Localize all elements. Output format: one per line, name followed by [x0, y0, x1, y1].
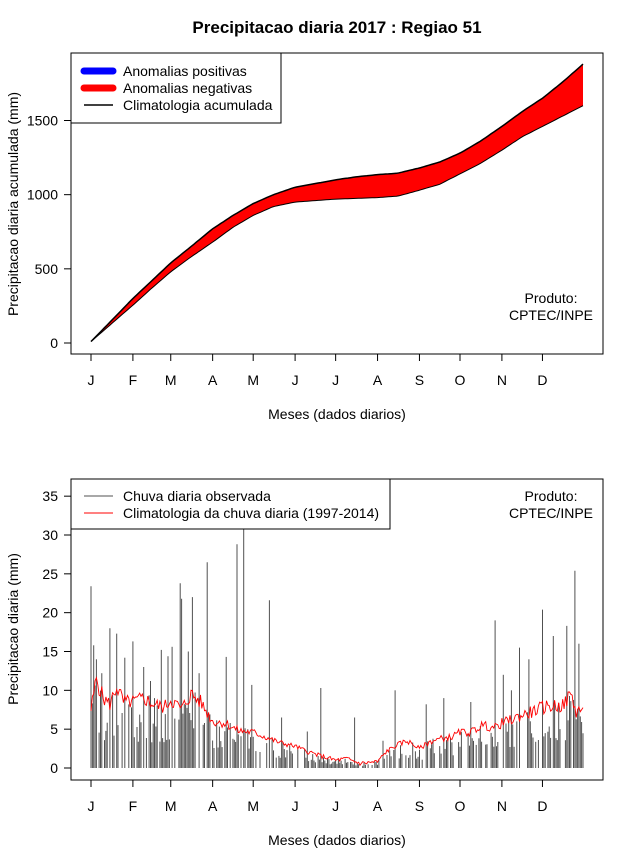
month-tick-label: F [129, 798, 138, 814]
daily-y-axis-label: Precipitacao diaria (mm) [5, 553, 21, 705]
cumulative-chart: 0 500 1000 1500 J F M A M J J A S O N D Precipitacao d… [5, 52, 604, 422]
month-tick-label: O [455, 372, 466, 388]
legend-label-observed: Chuva diaria observada [123, 488, 271, 504]
month-tick-label: F [129, 372, 138, 388]
daily-credit-label: Produto: [525, 488, 578, 504]
month-tick-label: M [165, 372, 177, 388]
cumulative-y-axis-label: Precipitacao diaria acumulada (mm) [5, 92, 21, 316]
month-tick-label: J [292, 798, 299, 814]
cumulative-x-axis-label: Meses (dados diarios) [268, 406, 406, 422]
y-tick-label: 10 [42, 682, 58, 698]
y-tick-label: 1500 [27, 113, 58, 129]
observed-daily-bars [90, 527, 584, 768]
month-tick-label: A [208, 798, 218, 814]
month-tick-label: S [415, 372, 424, 388]
daily-y-axis: 0 5 10 15 20 25 30 35 [42, 488, 72, 776]
month-tick-label: N [497, 372, 507, 388]
cumulative-y-axis: 0 500 1000 1500 [27, 113, 72, 351]
y-tick-label: 0 [50, 335, 58, 351]
daily-legend-box [70, 478, 391, 530]
climatology-daily-line [90, 676, 584, 767]
month-tick-label: D [537, 798, 547, 814]
y-tick-label: 30 [42, 527, 58, 543]
month-tick-label: S [415, 798, 424, 814]
y-tick-label: 35 [42, 488, 58, 504]
climatology-cumulative-line [90, 63, 584, 343]
month-tick-label: D [537, 372, 547, 388]
month-tick-label: A [373, 372, 383, 388]
daily-chart: 0 5 10 15 20 25 30 35 J F M A M J J A S O N D Precipitacao… [5, 478, 604, 848]
month-tick-label: J [332, 798, 339, 814]
month-tick-label: J [88, 798, 95, 814]
month-tick-label: M [247, 798, 259, 814]
month-tick-label: M [247, 372, 259, 388]
month-tick-label: M [165, 798, 177, 814]
credit-label: Produto: [525, 290, 578, 306]
daily-credit-source: CPTEC/INPE [509, 505, 593, 521]
cumulative-legend: Anomalias positivas Anomalias negativas … [70, 52, 282, 124]
figure-title: Precipitacao diaria 2017 : Regiao 51 [192, 18, 481, 37]
cumulative-lines [90, 63, 584, 343]
y-tick-label: 500 [35, 261, 59, 277]
month-tick-label: O [455, 798, 466, 814]
y-tick-label: 20 [42, 605, 58, 621]
climatology-daily-polyline [90, 676, 584, 767]
month-tick-label: J [88, 372, 95, 388]
observed-cumulative-line [90, 105, 584, 342]
month-tick-label: J [292, 372, 299, 388]
y-tick-label: 5 [50, 721, 58, 737]
legend-label-negative: Anomalias negativas [123, 80, 252, 96]
month-tick-label: N [497, 798, 507, 814]
y-tick-label: 0 [50, 760, 58, 776]
daily-legend: Chuva diaria observada Climatologia da c… [70, 478, 391, 530]
month-tick-label: A [208, 372, 218, 388]
credit-source: CPTEC/INPE [509, 307, 593, 323]
legend-label-positive: Anomalias positivas [123, 63, 247, 79]
y-tick-label: 15 [42, 644, 58, 660]
legend-label-climatology: Climatologia acumulada [123, 97, 273, 113]
legend-label-daily-climatology: Climatologia da chuva diaria (1997-2014) [123, 505, 379, 521]
y-tick-label: 25 [42, 566, 58, 582]
month-tick-label: A [373, 798, 383, 814]
y-tick-label: 1000 [27, 187, 58, 203]
month-tick-label: J [332, 372, 339, 388]
daily-x-axis-label: Meses (dados diarios) [268, 832, 406, 848]
